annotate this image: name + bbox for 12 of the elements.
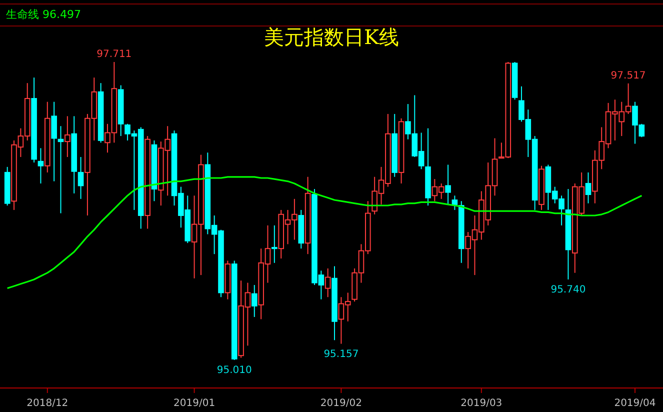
annotation: 97.517: [610, 70, 646, 82]
x-tick-label: 2019/04: [614, 398, 656, 409]
annotation: 95.157: [324, 348, 359, 360]
annotation: 97.711: [96, 49, 132, 60]
chart-title: 美元指数日K线: [264, 25, 399, 49]
x-tick-label: 2019/01: [174, 398, 216, 409]
x-tick-label: 2019/02: [320, 398, 362, 409]
x-tick-label: 2019/03: [460, 398, 502, 409]
x-tick-label: 2018/12: [26, 398, 68, 409]
annotation: 95.740: [550, 284, 586, 296]
text: 生命线 96.497: [6, 8, 81, 21]
annotation: 95.010: [216, 365, 252, 376]
